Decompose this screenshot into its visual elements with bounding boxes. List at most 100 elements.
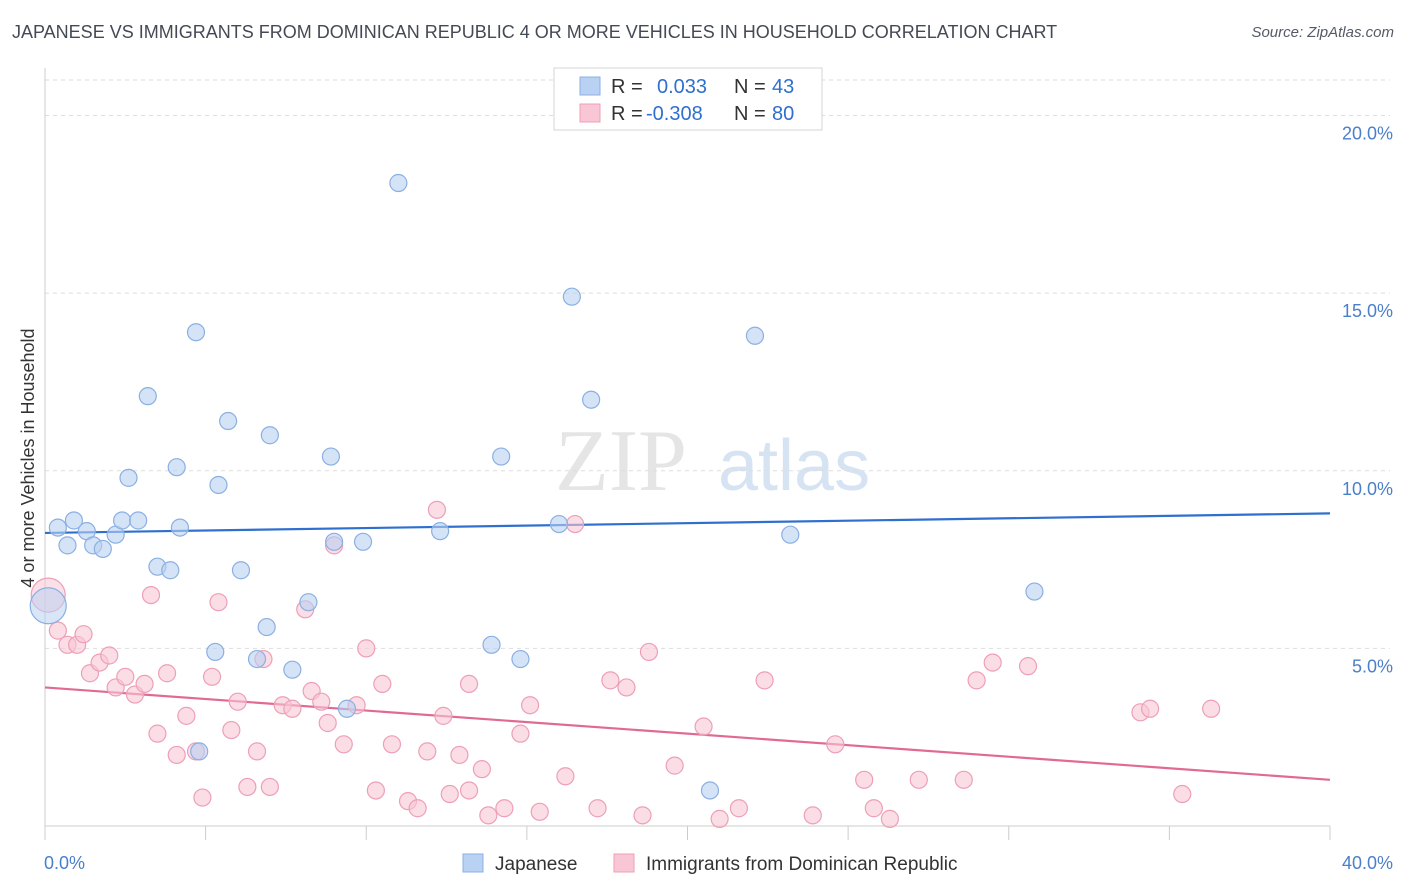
japanese-point: [231, 561, 251, 580]
dominican-point: [710, 809, 729, 828]
dominican-points: [30, 500, 1221, 828]
dominican-point: [565, 514, 585, 534]
dominican-point: [1173, 784, 1192, 804]
japanese-point: [492, 447, 511, 466]
dominican-point: [157, 664, 177, 683]
dominican-point: [556, 767, 575, 786]
dominican-point: [530, 802, 549, 821]
dominican-point: [755, 671, 774, 690]
x-tick-label: 40.0%: [1342, 853, 1393, 873]
dominican-point: [511, 724, 530, 743]
japanese-point: [206, 642, 225, 662]
dominican-point: [665, 756, 684, 775]
dominican-point: [228, 692, 247, 711]
japanese-point: [138, 387, 157, 406]
dominican-point: [100, 646, 119, 665]
dominican-point: [135, 674, 154, 694]
japanese-point: [337, 699, 357, 718]
trend-lines: [44, 512, 1331, 781]
japanese-point: [93, 539, 112, 559]
japanese-point: [219, 411, 238, 431]
dominican-point: [1202, 699, 1221, 718]
watermark: ZIP atlas: [555, 413, 870, 510]
japanese-point: [353, 532, 373, 551]
bottom-legend-label-japanese: Japanese: [495, 854, 577, 875]
legend-swatch-dominican: [579, 103, 601, 123]
dominican-point: [479, 806, 498, 825]
dominican-point: [639, 642, 659, 662]
japanese-point: [389, 173, 408, 193]
gridlines: [45, 79, 1390, 649]
y-tick-label: 20.0%: [1342, 124, 1393, 144]
japanese-point: [167, 458, 186, 477]
dominican-point: [434, 706, 453, 725]
trend-line-dominican: [44, 686, 1331, 781]
axes: 5.0% 10.0% 15.0% 20.0% 0.0% 40.0%: [44, 68, 1393, 873]
japanese-point: [321, 447, 341, 466]
japanese-points: [29, 173, 1044, 800]
dominican-point: [74, 625, 93, 644]
dominican-point: [459, 781, 479, 800]
japanese-point: [482, 635, 501, 654]
chart-source: Source: ZipAtlas.com: [1251, 24, 1394, 41]
dominican-point: [803, 806, 822, 825]
japanese-point: [325, 532, 344, 551]
dominican-point: [382, 735, 402, 754]
y-tick-label: 5.0%: [1352, 656, 1393, 676]
japanese-point: [283, 660, 302, 679]
dominican-point: [459, 674, 479, 694]
japanese-point: [431, 522, 450, 541]
dominican-point: [408, 799, 427, 818]
japanese-point: [299, 593, 318, 612]
japanese-point: [511, 649, 530, 669]
bottom-legend-swatch-dominican: [613, 853, 635, 873]
dominican-point: [864, 799, 883, 818]
dominican-point: [826, 735, 845, 754]
dominican-point: [357, 639, 376, 658]
japanese-point: [745, 326, 765, 345]
watermark-zip: ZIP: [555, 413, 687, 510]
dominican-point: [427, 500, 447, 519]
dominican-point: [141, 585, 161, 605]
dominican-point: [880, 809, 899, 828]
legend-r-label-1: R =: [611, 76, 643, 98]
dominican-point: [222, 720, 241, 740]
japanese-point: [29, 587, 67, 625]
japanese-point: [700, 781, 720, 800]
dominican-point: [520, 696, 540, 715]
legend-r-value-2: -0.308: [646, 103, 703, 125]
dominican-point: [1140, 699, 1160, 718]
dominican-point: [48, 621, 67, 640]
dominican-point: [472, 760, 491, 779]
japanese-point: [48, 518, 67, 537]
dominican-point: [855, 770, 874, 789]
dominican-point: [909, 770, 928, 789]
chart-title: JAPANESE VS IMMIGRANTS FROM DOMINICAN RE…: [12, 22, 1058, 42]
dominican-point: [954, 770, 973, 789]
dominican-point: [418, 742, 437, 761]
dominican-point: [617, 678, 636, 697]
bottom-legend-swatch-japanese: [462, 853, 484, 873]
japanese-point: [190, 742, 209, 761]
japanese-point: [186, 323, 206, 342]
legend-n-value-1: 43: [772, 76, 794, 98]
dominican-point: [694, 717, 713, 736]
dominican-point: [495, 799, 514, 818]
dominican-point: [440, 784, 459, 804]
japanese-point: [209, 475, 228, 495]
dominican-point: [283, 699, 302, 718]
japanese-point: [129, 511, 148, 530]
japanese-point: [161, 561, 180, 580]
dominican-point: [238, 777, 257, 797]
japanese-point: [64, 511, 84, 530]
dominican-point: [318, 713, 337, 733]
dominican-point: [729, 799, 749, 818]
top-legend: R = 0.033 N = 43 R = -0.308 N = 80: [553, 67, 823, 131]
dominican-point: [373, 674, 392, 694]
legend-r-value-1: 0.033: [657, 76, 707, 98]
dominican-point: [450, 745, 469, 765]
dominican-point: [193, 788, 212, 807]
japanese-point: [582, 390, 601, 409]
dominican-point: [366, 781, 385, 800]
